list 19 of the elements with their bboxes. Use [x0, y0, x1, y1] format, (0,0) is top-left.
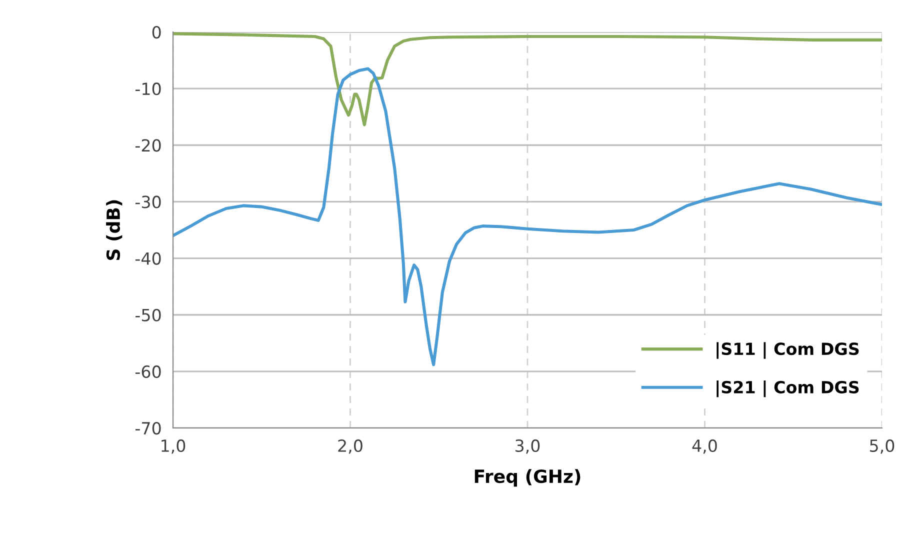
y-axis-title: S (dB)	[106, 200, 122, 260]
y-tick-label: 0	[152, 26, 161, 39]
y-tick-label: -50	[135, 308, 161, 322]
x-tick-label: 4,0	[692, 439, 717, 454]
y-tick-label: -60	[135, 365, 161, 378]
y-tick-label: -40	[135, 252, 161, 265]
x-tick-label: 1,0	[162, 439, 186, 454]
legend-label: |S21 | Com DGS	[716, 380, 859, 398]
x-tick-label: 5,0	[870, 439, 894, 454]
y-tick-label: -70	[135, 422, 161, 435]
line-series	[173, 32, 882, 126]
line-series	[173, 67, 882, 366]
x-tick-label: 2,0	[338, 439, 362, 454]
x-axis-title: Freq (GHz)	[474, 469, 580, 487]
y-tick-label: -30	[135, 196, 161, 208]
y-tick-label: -10	[135, 82, 161, 96]
x-tick-label: 3,0	[516, 439, 540, 454]
y-tick-label: -20	[135, 139, 161, 152]
legend-label: |S11 | Com DGS	[716, 342, 859, 359]
